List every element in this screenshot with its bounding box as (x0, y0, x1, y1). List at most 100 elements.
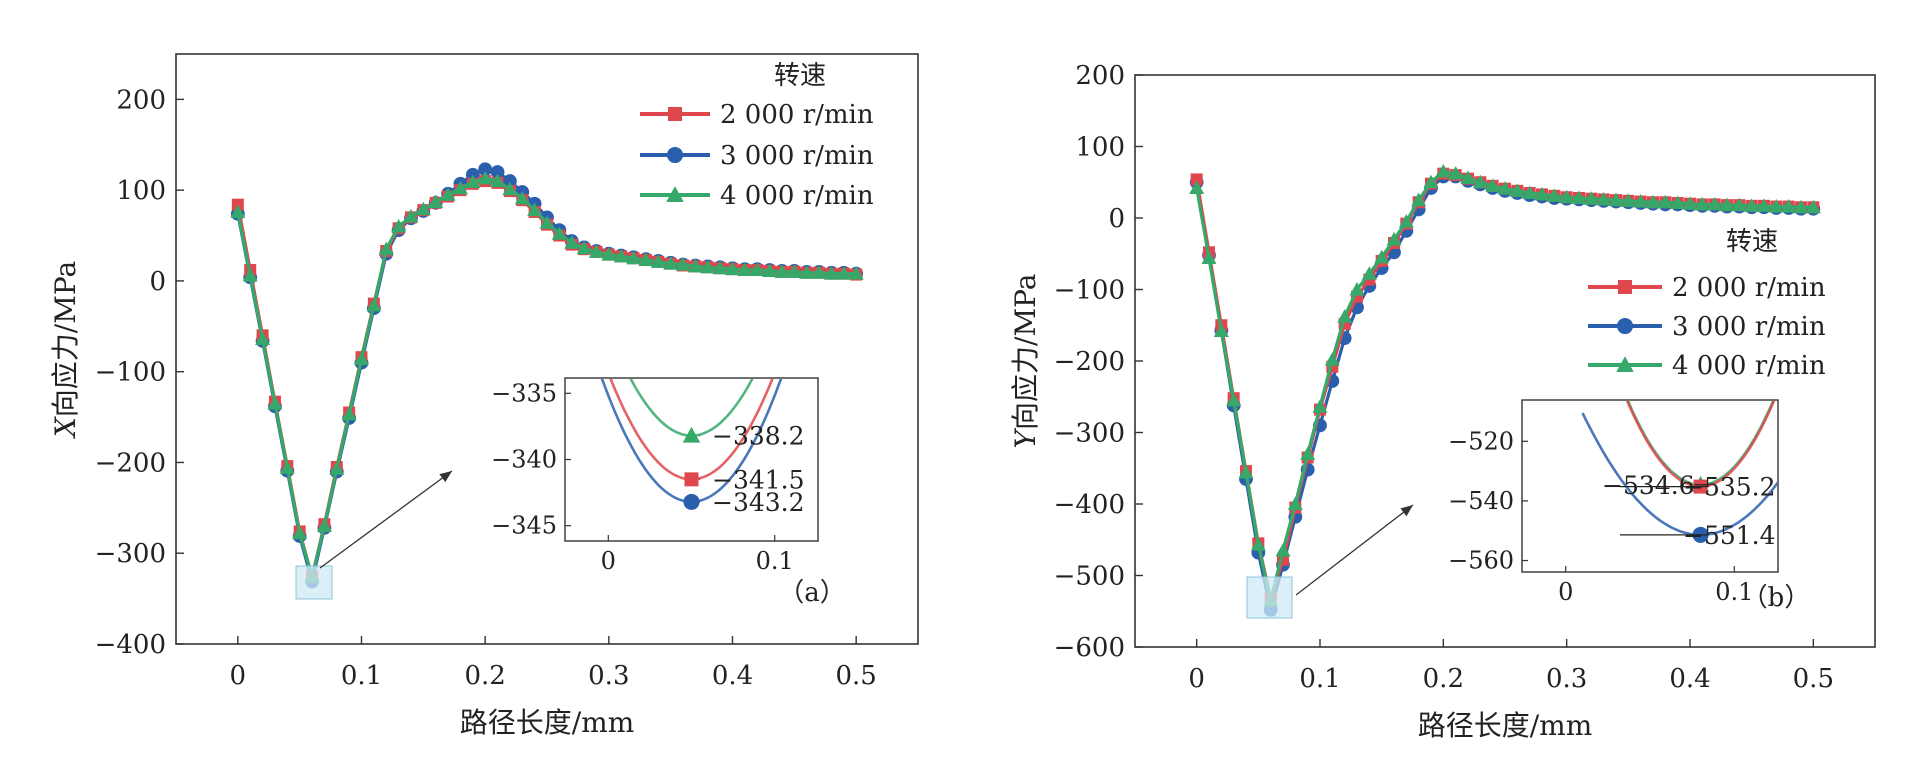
series-point-0 (1190, 173, 1203, 186)
series-point-2 (267, 395, 283, 410)
series-point-2 (1361, 266, 1377, 280)
series-point-2 (663, 256, 679, 270)
y-tick-label: 200 (116, 85, 166, 115)
y-tick-label: −400 (95, 630, 166, 660)
y-tick-label: −300 (1054, 419, 1125, 449)
series-point-2 (1608, 192, 1624, 207)
series-point-2 (774, 264, 790, 278)
inset-annotation-label: −535.2 (1683, 473, 1776, 502)
legend-marker (1616, 317, 1634, 335)
y-tick-label: 100 (1075, 133, 1125, 163)
series-point-2 (1448, 166, 1464, 180)
panel-a: 0 0.1 0.2 0.3 0.4 0.5 −400 −300 −200 −100 0 100 200 路… (49, 53, 919, 739)
y-tick-label: −100 (1054, 276, 1125, 306)
inset-x-tick-label: 0.1 (1715, 578, 1753, 606)
legend-label: 3 000 r/min (720, 141, 874, 171)
series-point-2 (1583, 191, 1599, 205)
series-point-2 (1571, 190, 1587, 204)
series-point-2 (1226, 392, 1242, 407)
series-point-2 (1559, 189, 1575, 204)
y-tick-label: −100 (95, 358, 166, 388)
series-point-2 (329, 461, 345, 475)
legend-label: 2 000 r/min (720, 100, 874, 130)
series-point-2 (1522, 185, 1538, 199)
x-tick-label: 0.5 (835, 661, 876, 691)
series-point-2 (1781, 199, 1797, 213)
series-point-2 (564, 235, 580, 249)
series-point-1 (478, 162, 493, 177)
zoom-arrow-line (1295, 504, 1414, 596)
series-point-2 (762, 263, 778, 277)
series-point-2 (1189, 180, 1205, 194)
series-point-2 (1250, 537, 1266, 551)
series-point-2 (1213, 323, 1229, 337)
series-point-2 (477, 170, 493, 185)
zoom-region-box (295, 565, 333, 600)
legend-marker (666, 186, 684, 202)
series-point-2 (1201, 250, 1217, 265)
series-point-2 (1731, 197, 1747, 212)
y-tick-label: 0 (1108, 204, 1125, 234)
series-point-1 (490, 165, 505, 179)
series-point-2 (1411, 192, 1427, 207)
series-point-2 (1460, 170, 1476, 184)
series-point-1 (503, 174, 517, 188)
zoom-arrow-line (319, 470, 453, 569)
plot-frame (175, 53, 919, 645)
zoom-arrow-head (1400, 505, 1413, 517)
series-point-2 (1633, 194, 1649, 208)
series-point-2 (1682, 196, 1698, 210)
inset-x-tick-label: 0 (601, 547, 616, 575)
y-tick-label: 0 (149, 267, 166, 297)
y-tick-label: 100 (116, 176, 166, 206)
series-point-2 (1275, 542, 1291, 557)
y-axis-title: X向应力/MPa (49, 261, 82, 439)
y-tick-label: 200 (1075, 61, 1125, 91)
series-point-2 (452, 180, 468, 195)
series-point-2 (1694, 196, 1710, 211)
series-point-2 (836, 266, 852, 280)
series-point-2 (1645, 194, 1661, 209)
series-point-2 (1398, 214, 1414, 228)
series-point-2 (1670, 195, 1686, 209)
series-point-2 (588, 244, 604, 258)
inset-annotation-label: −338.2 (712, 422, 805, 451)
series-point-2 (539, 215, 555, 229)
inset-y-tick-label: −560 (1448, 547, 1514, 575)
series-point-2 (601, 247, 617, 261)
series-point-2 (292, 525, 308, 540)
series-point-2 (712, 260, 728, 275)
series-point-2 (700, 259, 716, 274)
series-point-2 (1657, 194, 1673, 209)
series-point-2 (1744, 198, 1760, 212)
series-point-2 (1546, 188, 1562, 202)
series-point-2 (1768, 199, 1784, 213)
y-axis-title-variable: Y (1009, 427, 1042, 448)
series-point-2 (1435, 164, 1451, 178)
zoom-arrow-head (439, 471, 452, 483)
y-axis-title: Y向应力/MPa (1009, 274, 1042, 449)
y-tick-label: −400 (1054, 490, 1125, 520)
inset-y-tick-label: −540 (1448, 487, 1514, 515)
series-point-2 (551, 226, 567, 240)
inset-x-tick-label: 0.1 (756, 547, 794, 575)
inset-min-marker-1 (684, 472, 699, 487)
x-axis-title: 路径长度/mm (1418, 709, 1593, 742)
x-tick-label: 0.3 (588, 661, 629, 691)
legend-title: 转速 (774, 61, 826, 91)
zoom-region-box (1246, 576, 1293, 619)
x-tick-label: 0 (1188, 664, 1205, 694)
legend-label: 4 000 r/min (1672, 351, 1826, 381)
series-point-2 (255, 331, 271, 346)
panel-label: （a） (778, 578, 846, 608)
legend-marker (1618, 280, 1632, 294)
inset-x-tick-label: 0 (1558, 578, 1573, 606)
series-point-2 (415, 201, 431, 216)
inset-annotation-label: −534.6 (1602, 471, 1695, 500)
series-point-2 (799, 265, 815, 279)
legend-marker (666, 146, 684, 164)
series-point-2 (1756, 198, 1772, 212)
y-axis-title-text: 向应力/MPa (49, 261, 82, 417)
x-tick-label: 0.4 (1669, 664, 1710, 694)
